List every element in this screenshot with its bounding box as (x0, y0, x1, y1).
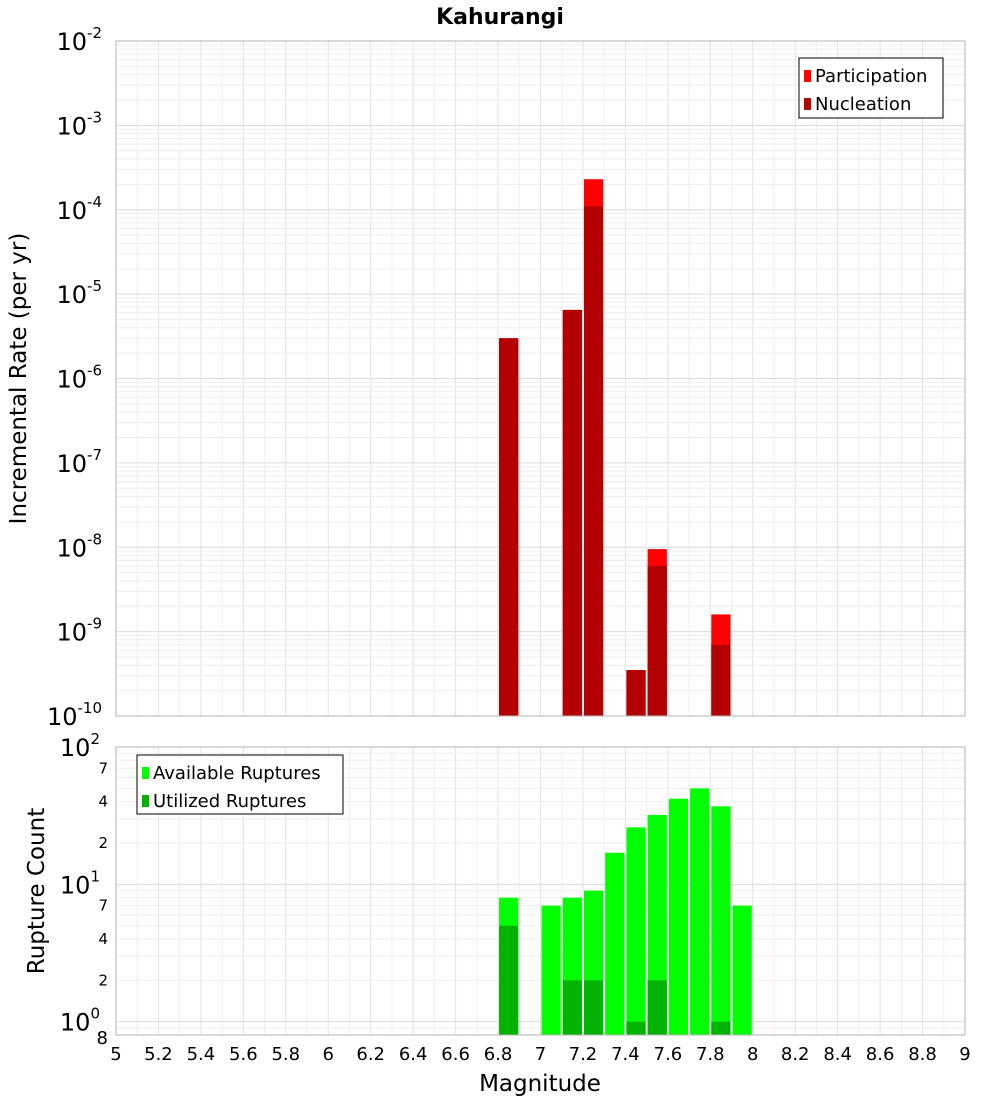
bottom-y-tick-label: 100 (60, 1005, 100, 1037)
x-tick-label: 9 (959, 1044, 970, 1065)
bottom-bar-available-ruptures (732, 905, 752, 1035)
top-legend-box (798, 57, 944, 119)
bottom-y-minor-tick-label: 7 (98, 897, 108, 915)
x-tick-label: 7.8 (696, 1044, 725, 1065)
top-y-tick-label: 10-9 (56, 615, 102, 647)
top-y-tick-label: 10-4 (56, 193, 102, 225)
bottom-y-axis-label: Rupture Count (24, 808, 50, 974)
x-tick-label: 7.2 (569, 1044, 598, 1065)
x-tick-label: 8.8 (908, 1044, 937, 1065)
bottom-y-tick-label: 101 (60, 867, 100, 899)
x-tick-label: 8 (747, 1044, 758, 1065)
top-bar-nucleation (711, 644, 731, 716)
x-tick-label: 6 (323, 1044, 334, 1065)
x-tick-label: 5.8 (271, 1044, 300, 1065)
x-tick-label: 8.2 (781, 1044, 810, 1065)
bottom-plot-border (115, 746, 966, 1036)
bottom-legend-swatch (142, 767, 149, 779)
top-bar-nucleation (583, 206, 604, 716)
bottom-bar-available-ruptures (647, 814, 667, 1035)
top-legend-swatch (804, 98, 811, 110)
bottom-bar-utilized-ruptures (562, 980, 582, 1035)
bottom-y-minor-tick-label: 4 (98, 930, 108, 948)
bottom-bar-available-ruptures (668, 798, 689, 1035)
bottom-legend-label: Available Ruptures (153, 763, 321, 784)
x-tick-label: 7 (535, 1044, 546, 1065)
bottom-bar-available-ruptures (626, 827, 646, 1035)
bottom-legend-swatch (142, 795, 149, 807)
top-y-tick-label: 10-3 (56, 108, 102, 140)
bottom-legend-label: Utilized Ruptures (153, 791, 306, 812)
bottom-bar-available-ruptures (690, 788, 710, 1035)
top-y-tick-label: 10-8 (56, 530, 102, 562)
bottom-bar-utilized-ruptures (711, 1021, 731, 1035)
bottom-legend-box (136, 754, 344, 815)
bottom-bar-utilized-ruptures (499, 925, 519, 1035)
x-tick-label: 6.2 (356, 1044, 385, 1065)
bottom-y-tick-label: 102 (60, 730, 100, 762)
x-tick-label: 6.6 (441, 1044, 470, 1065)
top-y-axis-label: Incremental Rate (per yr) (6, 233, 32, 525)
top-legend-label: Participation (815, 66, 927, 87)
bottom-bar-available-ruptures (711, 806, 731, 1035)
x-tick-label: 5.6 (229, 1044, 258, 1065)
top-legend-label: Nucleation (815, 94, 911, 115)
top-y-tick-label: 10-10 (47, 699, 102, 731)
x-tick-label: 8.4 (823, 1044, 852, 1065)
x-tick-label: 8.6 (866, 1044, 895, 1065)
top-y-tick-label: 10-5 (56, 277, 102, 309)
bottom-y-min-tick-label: 8 (97, 1028, 108, 1049)
bottom-bar-utilized-ruptures (647, 980, 667, 1035)
top-y-tick-label: 10-2 (56, 24, 102, 56)
x-tick-label: 5 (110, 1044, 121, 1065)
top-bar-nucleation (499, 338, 519, 716)
x-axis-label: Magnitude (479, 1071, 601, 1097)
top-bar-nucleation (626, 670, 646, 716)
x-tick-label: 7.6 (654, 1044, 683, 1065)
top-bar-nucleation (647, 565, 667, 716)
top-plot-border (115, 40, 966, 717)
x-tick-label: 7.4 (611, 1044, 640, 1065)
x-tick-label: 5.2 (144, 1044, 173, 1065)
chart-title: Kahurangi (436, 5, 564, 30)
bottom-bar-available-ruptures (541, 905, 561, 1035)
top-y-tick-label: 10-7 (56, 446, 102, 478)
bottom-y-minor-tick-label: 2 (98, 971, 108, 989)
bottom-y-minor-tick-label: 4 (98, 793, 108, 811)
bottom-bar-available-ruptures (605, 852, 625, 1035)
x-tick-label: 5.4 (187, 1044, 216, 1065)
top-y-tick-label: 10-6 (56, 362, 102, 394)
bottom-bar-utilized-ruptures (626, 1021, 646, 1035)
top-bar-nucleation (562, 309, 582, 716)
x-tick-label: 6.4 (399, 1044, 428, 1065)
bottom-y-minor-tick-label: 7 (98, 759, 108, 777)
top-panel: Incremental Rate (per yr) 10-10 10-9 10-8 10… (6, 24, 966, 731)
top-legend-swatch (804, 70, 811, 82)
x-tick-label: 6.8 (484, 1044, 513, 1065)
bottom-y-minor-tick-label: 2 (98, 834, 108, 852)
bottom-bar-utilized-ruptures (583, 980, 604, 1035)
